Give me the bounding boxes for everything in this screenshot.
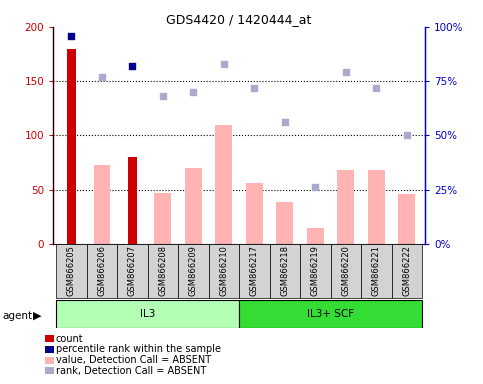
Text: count: count	[56, 334, 83, 344]
Text: GSM866207: GSM866207	[128, 245, 137, 296]
Bar	[361, 244, 392, 298]
Bar	[178, 244, 209, 298]
Point	[251, 84, 258, 91]
Text: value, Detection Call = ABSENT: value, Detection Call = ABSENT	[56, 355, 211, 365]
Bar	[148, 244, 178, 298]
Text: GSM866218: GSM866218	[280, 245, 289, 296]
Text: GSM866210: GSM866210	[219, 245, 228, 296]
Bar	[117, 244, 148, 298]
Bar	[185, 168, 202, 244]
Bar	[338, 170, 354, 244]
Bar	[392, 244, 422, 298]
Text: ▶: ▶	[33, 311, 42, 321]
Text: GSM866208: GSM866208	[158, 245, 168, 296]
Text: GSM866209: GSM866209	[189, 245, 198, 296]
Text: GSM866220: GSM866220	[341, 245, 350, 296]
Title: GDS4420 / 1420444_at: GDS4420 / 1420444_at	[167, 13, 312, 26]
Bar	[209, 244, 239, 298]
Text: GSM866205: GSM866205	[67, 245, 76, 296]
Bar	[94, 165, 110, 244]
Point	[128, 63, 136, 69]
Bar	[300, 244, 330, 298]
Bar	[67, 49, 76, 244]
Point	[98, 74, 106, 80]
Bar	[56, 300, 239, 328]
Bar	[398, 194, 415, 244]
Text: GSM866206: GSM866206	[98, 245, 106, 296]
Text: agent: agent	[2, 311, 32, 321]
Text: GSM866217: GSM866217	[250, 245, 259, 296]
Bar	[128, 157, 137, 244]
Bar	[239, 244, 270, 298]
Point	[281, 119, 289, 126]
Bar	[307, 228, 324, 244]
Bar	[56, 244, 86, 298]
Bar	[276, 202, 293, 244]
Bar	[86, 244, 117, 298]
Text: GSM866222: GSM866222	[402, 245, 411, 296]
Text: IL3+ SCF: IL3+ SCF	[307, 309, 354, 319]
Point	[189, 89, 197, 95]
Bar	[270, 244, 300, 298]
Bar	[330, 244, 361, 298]
Bar	[155, 193, 171, 244]
Bar	[246, 183, 263, 244]
Bar	[239, 300, 422, 328]
Text: IL3: IL3	[140, 309, 156, 319]
Point	[220, 61, 227, 67]
Bar	[215, 124, 232, 244]
Point	[403, 132, 411, 139]
Text: rank, Detection Call = ABSENT: rank, Detection Call = ABSENT	[56, 366, 206, 376]
Point	[372, 84, 380, 91]
Point	[312, 184, 319, 190]
Text: percentile rank within the sample: percentile rank within the sample	[56, 344, 221, 354]
Bar	[368, 170, 384, 244]
Point	[342, 70, 350, 76]
Text: GSM866221: GSM866221	[372, 245, 381, 296]
Text: GSM866219: GSM866219	[311, 245, 320, 296]
Point	[68, 33, 75, 39]
Point	[159, 93, 167, 99]
